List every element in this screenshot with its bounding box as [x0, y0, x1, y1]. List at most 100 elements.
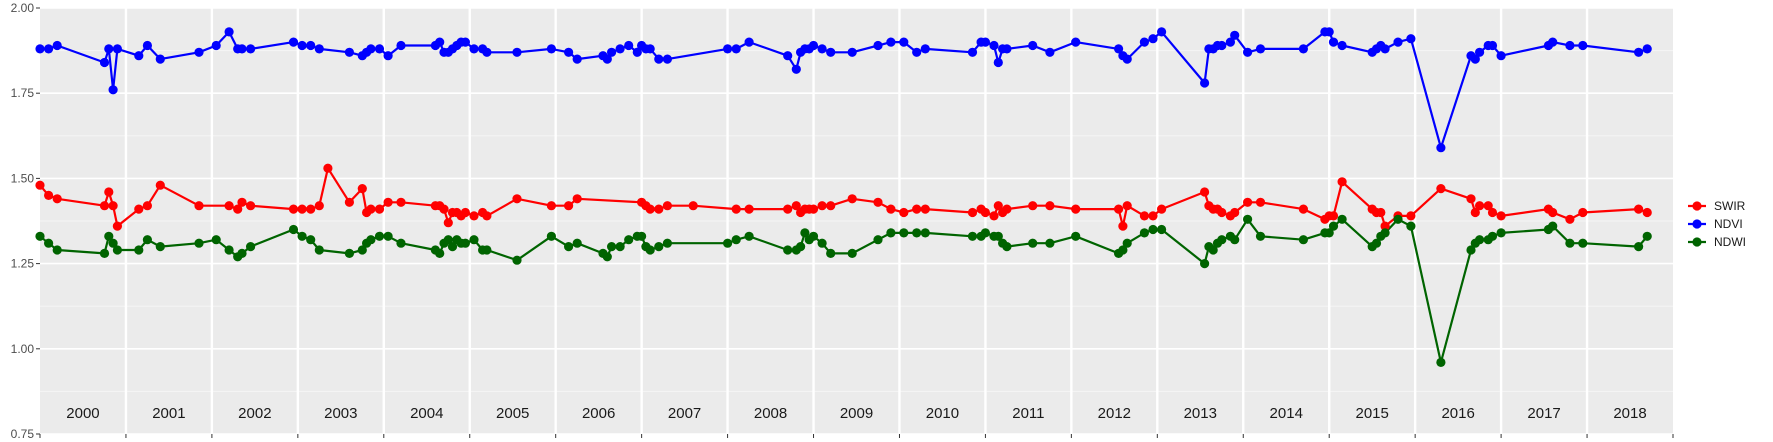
data-point-ndwi	[1496, 228, 1506, 238]
data-point-ndvi	[1496, 51, 1506, 61]
data-point-ndwi	[383, 231, 393, 241]
data-point-swir	[1376, 207, 1386, 218]
year-label: 2013	[1184, 405, 1217, 422]
data-point-ndvi	[1157, 27, 1167, 37]
data-point-ndvi	[1393, 37, 1403, 47]
data-point-swir	[1243, 197, 1253, 207]
data-point-swir	[1436, 184, 1446, 194]
data-point-swir	[108, 201, 118, 211]
data-point-ndwi	[796, 242, 806, 252]
data-point-ndwi	[808, 231, 819, 241]
data-point-ndwi	[1487, 231, 1498, 241]
data-point-ndvi	[460, 37, 470, 47]
data-point-swir	[1380, 221, 1390, 231]
data-point-swir	[1565, 214, 1575, 224]
data-point-ndwi	[546, 231, 557, 241]
data-point-ndwi	[873, 235, 883, 245]
data-point-ndvi	[847, 47, 857, 57]
data-point-ndvi	[1470, 54, 1480, 64]
data-point-swir	[396, 197, 406, 207]
data-point-ndvi	[1122, 54, 1132, 64]
data-point-swir	[662, 201, 673, 211]
year-label: 2011	[1012, 405, 1044, 422]
data-point-ndvi	[723, 44, 733, 54]
data-point-ndvi	[817, 44, 827, 54]
data-point-swir	[1028, 201, 1038, 211]
data-point-ndvi	[512, 47, 522, 57]
data-point-swir	[104, 187, 114, 197]
data-point-ndwi	[246, 242, 256, 252]
legend-key-point	[1692, 237, 1702, 247]
data-point-ndwi	[469, 235, 479, 245]
data-point-ndvi	[155, 54, 165, 64]
data-point-swir	[980, 207, 991, 218]
data-point-ndvi	[1225, 37, 1235, 47]
data-point-ndvi	[873, 40, 883, 51]
data-point-ndvi	[1380, 44, 1390, 54]
data-point-ndwi	[1406, 221, 1416, 231]
data-point-ndvi	[1578, 40, 1588, 51]
data-point-ndvi	[1337, 40, 1347, 51]
data-point-ndvi	[482, 47, 492, 57]
data-point-ndwi	[288, 224, 299, 235]
data-point-ndvi	[1548, 37, 1558, 47]
data-point-ndvi	[602, 54, 612, 64]
data-point-ndvi	[993, 57, 1003, 68]
data-point-ndvi	[564, 47, 574, 57]
data-point-ndwi	[899, 228, 909, 238]
data-point-ndwi	[396, 238, 406, 248]
data-point-ndwi	[1122, 238, 1132, 248]
data-point-ndvi	[142, 40, 152, 51]
data-point-swir	[297, 204, 307, 214]
data-point-ndwi	[52, 245, 62, 255]
year-label: 2003	[324, 405, 357, 422]
data-point-ndwi	[723, 238, 733, 248]
year-label: 2010	[926, 405, 959, 422]
data-point-ndwi	[374, 231, 385, 241]
data-point-swir	[482, 211, 492, 221]
data-point-ndvi	[886, 37, 896, 47]
data-point-swir	[194, 201, 204, 211]
y-tick-label: 1.50	[11, 171, 35, 185]
data-point-ndvi	[607, 47, 617, 57]
data-point-swir	[1470, 207, 1480, 218]
data-point-ndvi	[615, 44, 625, 54]
data-point-ndwi	[1255, 231, 1266, 241]
data-point-swir	[439, 204, 449, 214]
data-point-ndwi	[886, 228, 896, 238]
data-point-ndvi	[980, 37, 991, 47]
legend-label-swir: SWIR	[1714, 199, 1746, 213]
data-point-ndvi	[826, 47, 836, 57]
data-point-ndvi	[989, 40, 999, 51]
data-point-swir	[1157, 204, 1167, 214]
data-point-swir	[826, 201, 836, 211]
year-label: 2002	[238, 405, 271, 422]
data-point-ndwi	[817, 238, 827, 248]
data-point-swir	[993, 201, 1003, 211]
data-point-ndvi	[791, 64, 801, 74]
data-point-ndwi	[980, 228, 991, 238]
data-point-ndwi	[482, 245, 492, 255]
data-point-ndwi	[1642, 231, 1652, 241]
data-point-ndwi	[142, 235, 152, 245]
data-point-ndvi	[288, 37, 299, 47]
data-point-swir	[791, 201, 801, 211]
data-point-ndwi	[564, 242, 574, 252]
data-point-ndwi	[1157, 224, 1167, 235]
year-label: 2001	[152, 405, 185, 422]
data-point-ndvi	[469, 44, 479, 54]
data-point-swir	[52, 194, 62, 204]
year-label: 2012	[1098, 405, 1131, 422]
data-point-ndwi	[1328, 221, 1339, 231]
data-point-ndvi	[1406, 34, 1416, 44]
data-point-swir	[688, 201, 698, 211]
data-point-ndvi	[52, 40, 62, 51]
data-point-ndvi	[1148, 34, 1158, 44]
data-point-swir	[1139, 211, 1149, 221]
data-point-swir	[233, 204, 243, 214]
data-point-swir	[374, 204, 385, 214]
data-point-swir	[572, 194, 582, 204]
data-point-swir	[1217, 207, 1227, 218]
data-point-ndwi	[1139, 228, 1149, 238]
